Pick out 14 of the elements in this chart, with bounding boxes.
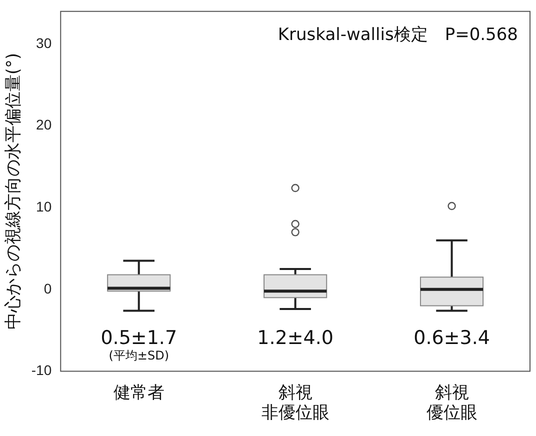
annotation: 0.5±1.7 bbox=[100, 327, 178, 350]
annotation: 1.2±4.0 bbox=[257, 327, 334, 350]
y-tick-label: 10 bbox=[36, 198, 52, 215]
x-tick-label: 健常者 bbox=[113, 382, 164, 403]
annotation: (平均±SD) bbox=[108, 348, 170, 362]
y-tick-label: 0 bbox=[44, 280, 52, 296]
y-axis-title: 中心からの視線方向の水平偏位量(°) bbox=[4, 52, 24, 330]
x-tick-label: 斜視優位眼 bbox=[426, 382, 478, 424]
y-tick-label: 30 bbox=[36, 34, 52, 51]
annotation: 0.6±3.4 bbox=[414, 327, 490, 350]
x-tick-label: 斜視非優位眼 bbox=[261, 382, 330, 424]
y-tick-label: -10 bbox=[31, 362, 52, 378]
y-tick-label: 20 bbox=[36, 116, 52, 133]
annotation: Kruskal-wallis検定 P=0.568 bbox=[278, 24, 518, 45]
